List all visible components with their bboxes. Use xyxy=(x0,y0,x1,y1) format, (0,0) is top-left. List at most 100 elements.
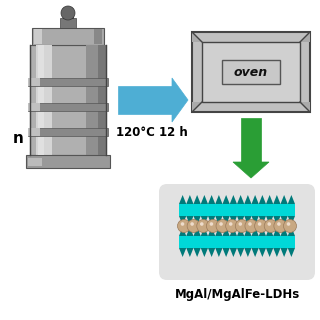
Polygon shape xyxy=(179,195,186,204)
Circle shape xyxy=(181,222,184,226)
Polygon shape xyxy=(194,195,201,204)
Polygon shape xyxy=(202,42,300,102)
Polygon shape xyxy=(237,248,244,257)
Polygon shape xyxy=(194,227,201,236)
Polygon shape xyxy=(288,248,295,257)
Polygon shape xyxy=(273,227,281,236)
Circle shape xyxy=(277,222,281,226)
Polygon shape xyxy=(237,195,244,204)
Polygon shape xyxy=(259,248,266,257)
Polygon shape xyxy=(222,216,230,225)
Polygon shape xyxy=(60,18,76,28)
Circle shape xyxy=(255,220,268,233)
Polygon shape xyxy=(186,248,194,257)
Polygon shape xyxy=(215,248,222,257)
Circle shape xyxy=(268,222,271,226)
Polygon shape xyxy=(179,216,186,225)
Polygon shape xyxy=(300,32,310,42)
Polygon shape xyxy=(215,216,222,225)
Polygon shape xyxy=(201,248,208,257)
Circle shape xyxy=(219,222,223,226)
Polygon shape xyxy=(94,29,102,44)
Polygon shape xyxy=(192,32,202,42)
Polygon shape xyxy=(26,155,110,168)
Polygon shape xyxy=(259,227,266,236)
Polygon shape xyxy=(244,216,252,225)
Circle shape xyxy=(245,220,258,233)
Polygon shape xyxy=(98,45,106,155)
Polygon shape xyxy=(179,248,186,257)
Polygon shape xyxy=(118,86,172,114)
Polygon shape xyxy=(266,248,273,257)
Polygon shape xyxy=(192,102,202,112)
Polygon shape xyxy=(230,216,237,225)
Polygon shape xyxy=(222,227,230,236)
Polygon shape xyxy=(259,216,266,225)
Polygon shape xyxy=(208,248,215,257)
Polygon shape xyxy=(208,216,215,225)
Circle shape xyxy=(178,220,190,233)
Polygon shape xyxy=(273,248,281,257)
Circle shape xyxy=(187,220,200,233)
Polygon shape xyxy=(172,78,188,122)
Polygon shape xyxy=(230,195,237,204)
Polygon shape xyxy=(273,216,281,225)
Polygon shape xyxy=(38,45,44,155)
Polygon shape xyxy=(192,32,310,112)
Circle shape xyxy=(229,222,233,226)
Polygon shape xyxy=(194,216,201,225)
Circle shape xyxy=(238,222,242,226)
Text: MgAl/MgAlFe-LDHs: MgAl/MgAlFe-LDHs xyxy=(174,288,300,301)
Circle shape xyxy=(61,6,75,20)
Polygon shape xyxy=(179,236,295,248)
Polygon shape xyxy=(252,195,259,204)
Text: n: n xyxy=(12,131,23,146)
Polygon shape xyxy=(237,216,244,225)
Polygon shape xyxy=(179,204,295,216)
Text: 120°C 12 h: 120°C 12 h xyxy=(116,126,188,139)
Polygon shape xyxy=(186,227,194,236)
Circle shape xyxy=(258,222,261,226)
Polygon shape xyxy=(233,162,269,178)
Polygon shape xyxy=(222,60,280,84)
Polygon shape xyxy=(237,227,244,236)
Circle shape xyxy=(216,220,229,233)
Polygon shape xyxy=(288,195,295,204)
Polygon shape xyxy=(222,248,230,257)
Circle shape xyxy=(190,222,194,226)
Polygon shape xyxy=(36,45,52,155)
Polygon shape xyxy=(28,78,40,86)
Polygon shape xyxy=(215,227,222,236)
Polygon shape xyxy=(230,248,237,257)
Polygon shape xyxy=(186,195,194,204)
Circle shape xyxy=(206,220,220,233)
Polygon shape xyxy=(86,45,106,155)
Polygon shape xyxy=(34,29,42,44)
Polygon shape xyxy=(186,216,194,225)
Polygon shape xyxy=(28,158,42,166)
Polygon shape xyxy=(300,102,310,112)
Polygon shape xyxy=(281,227,288,236)
Polygon shape xyxy=(208,195,215,204)
Polygon shape xyxy=(28,128,40,136)
Circle shape xyxy=(235,220,248,233)
Polygon shape xyxy=(266,195,273,204)
Polygon shape xyxy=(230,227,237,236)
Polygon shape xyxy=(63,13,73,18)
Circle shape xyxy=(200,222,204,226)
Polygon shape xyxy=(244,248,252,257)
Polygon shape xyxy=(252,248,259,257)
Polygon shape xyxy=(273,195,281,204)
Polygon shape xyxy=(28,78,108,86)
Polygon shape xyxy=(252,227,259,236)
Circle shape xyxy=(264,220,277,233)
Polygon shape xyxy=(222,195,230,204)
Polygon shape xyxy=(288,216,295,225)
Polygon shape xyxy=(201,227,208,236)
Polygon shape xyxy=(241,118,261,162)
Circle shape xyxy=(226,220,239,233)
Polygon shape xyxy=(215,195,222,204)
Polygon shape xyxy=(266,227,273,236)
Polygon shape xyxy=(201,216,208,225)
Text: oven: oven xyxy=(234,66,268,78)
